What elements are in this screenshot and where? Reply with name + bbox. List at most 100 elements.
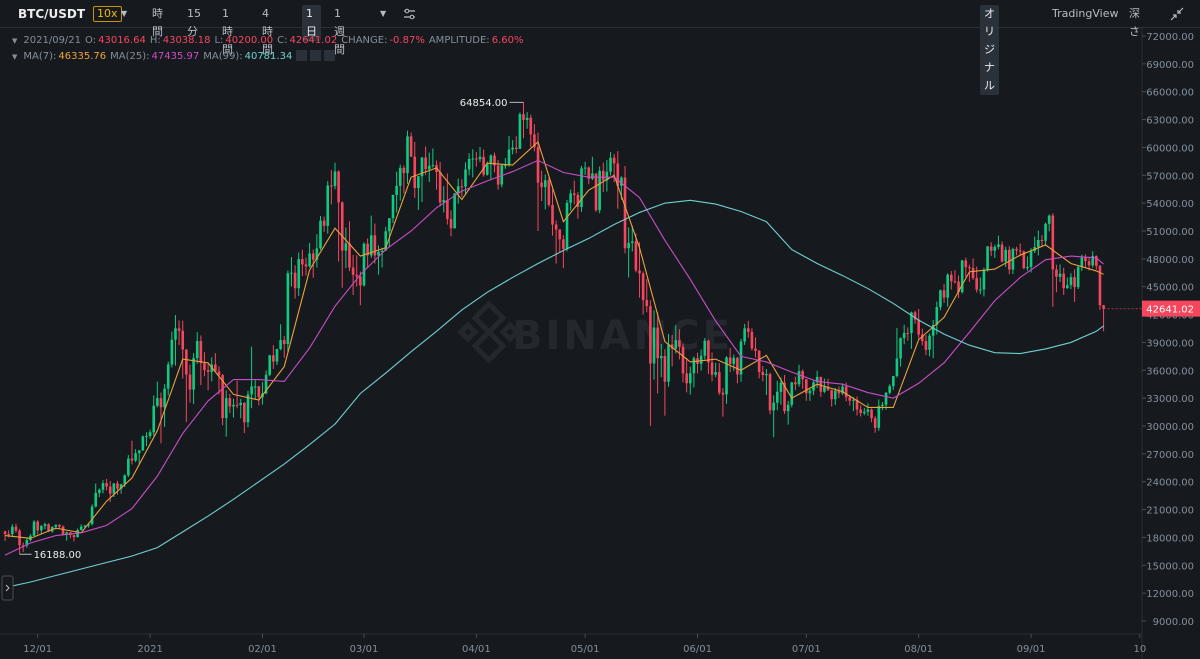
candle-body — [322, 220, 326, 226]
candle-body — [859, 409, 862, 414]
toolbar: BTC/USDT 10x ▼ 時間 15分 1時間 4時間 1日 1週間 ▼ オリジナル T… — [0, 0, 1200, 95]
candle-body — [72, 535, 76, 538]
candle-body — [656, 327, 659, 359]
candle-body — [949, 274, 953, 282]
side-toggle[interactable] — [1, 575, 14, 601]
candle-body — [123, 475, 127, 485]
candle-body — [837, 390, 841, 394]
view-button[interactable]: 深さ — [1129, 7, 1140, 38]
x-tick-label: 02/01 — [248, 644, 277, 655]
candle-body — [108, 486, 112, 494]
ma-lines — [4, 140, 1104, 589]
y-tick-label: 39000.00 — [1146, 338, 1194, 349]
candle-body — [119, 484, 123, 489]
x-tick-label: 07/01 — [792, 644, 821, 655]
candle-body — [554, 224, 558, 230]
y-tick-label: 21000.00 — [1146, 506, 1194, 517]
candle-body — [214, 364, 217, 372]
interval-button[interactable]: 1時間 — [222, 7, 233, 56]
collapse-arrow[interactable]: ▼ — [12, 53, 18, 61]
candle-body — [293, 272, 297, 289]
candle-body — [257, 386, 261, 398]
legend-icon[interactable] — [324, 50, 336, 61]
candle-body — [90, 506, 94, 525]
collapse-icon[interactable] — [1170, 7, 1184, 21]
candle-body — [282, 340, 286, 345]
candle-body — [493, 155, 496, 166]
candle-body — [645, 300, 649, 307]
side-toggle-box[interactable] — [1, 575, 14, 601]
candle-body — [25, 540, 29, 546]
collapse-arrow[interactable]: ▼ — [12, 37, 18, 45]
candle-body — [112, 483, 116, 494]
y-tick-label: 57000.00 — [1146, 171, 1194, 182]
view-button[interactable]: TradingView — [1052, 7, 1119, 20]
candle-body — [417, 176, 420, 189]
ma-line — [5, 140, 1104, 539]
leverage-dropdown[interactable]: ▼ — [121, 9, 128, 18]
candle-body — [725, 357, 728, 395]
candle-body — [456, 186, 460, 194]
candle-body — [1047, 215, 1051, 224]
x-tick-label: 06/01 — [683, 644, 712, 655]
legend-label: MA(99): — [203, 51, 243, 62]
candle-body — [159, 398, 163, 408]
candle-body — [1087, 261, 1091, 266]
candle-body — [884, 392, 888, 405]
interval-button[interactable]: 時間 — [152, 7, 163, 38]
interval-button[interactable]: 1日 — [302, 5, 321, 41]
candle-body — [1055, 269, 1058, 277]
settings-icon[interactable] — [403, 8, 416, 20]
candle-body — [1015, 248, 1018, 251]
y-tick-label: 45000.00 — [1146, 283, 1194, 294]
ohlc-label: AMPLITUDE: — [428, 35, 490, 46]
candle-body — [638, 270, 641, 274]
ohlc-value: 40200.00 — [225, 35, 274, 46]
candle-body — [308, 253, 311, 267]
candle-body — [377, 251, 380, 256]
interval-button[interactable]: 15分 — [187, 7, 201, 38]
interval-button[interactable]: 1週間 — [334, 7, 345, 56]
candle-body — [268, 355, 272, 375]
candle-body — [823, 386, 826, 392]
candles — [3, 102, 1105, 555]
legend-icon[interactable] — [310, 50, 322, 61]
y-tick-label: 15000.00 — [1146, 561, 1194, 572]
candle-body — [714, 372, 717, 375]
candle-body — [913, 312, 917, 320]
candle-body — [728, 357, 732, 364]
candle-body — [431, 165, 435, 167]
view-button[interactable]: オリジナル — [980, 5, 999, 95]
candle-body — [975, 277, 978, 290]
candle-body — [177, 328, 181, 331]
ohlc-value: 42641.02 — [289, 35, 338, 46]
candle-body — [79, 526, 83, 530]
legend-icon[interactable] — [296, 50, 308, 61]
candle-body — [888, 386, 891, 393]
pair-name[interactable]: BTC/USDT — [18, 7, 86, 21]
candle-body — [1040, 240, 1044, 242]
candle-body — [420, 157, 424, 177]
candle-body — [819, 376, 823, 392]
candle-body — [1004, 249, 1007, 262]
candle-body — [551, 205, 554, 225]
candle-body — [815, 376, 819, 383]
interval-button[interactable]: 4時間 — [262, 7, 273, 56]
candle-body — [899, 338, 902, 359]
candle-body — [141, 436, 145, 451]
interval-dropdown[interactable]: ▼ — [380, 9, 387, 18]
candle-body — [605, 171, 609, 181]
candle-body — [783, 382, 786, 412]
candle-body — [199, 341, 203, 364]
candle-body — [304, 264, 308, 267]
candle-body — [1073, 277, 1076, 288]
candle-body — [1026, 266, 1029, 269]
candle-body — [928, 335, 931, 350]
x-tick-label: 08/01 — [904, 644, 933, 655]
candle-body — [609, 157, 612, 172]
candle-body — [794, 382, 797, 385]
candle-body — [105, 483, 108, 487]
candle-body — [427, 165, 431, 170]
leverage-badge[interactable]: 10x — [93, 6, 122, 22]
